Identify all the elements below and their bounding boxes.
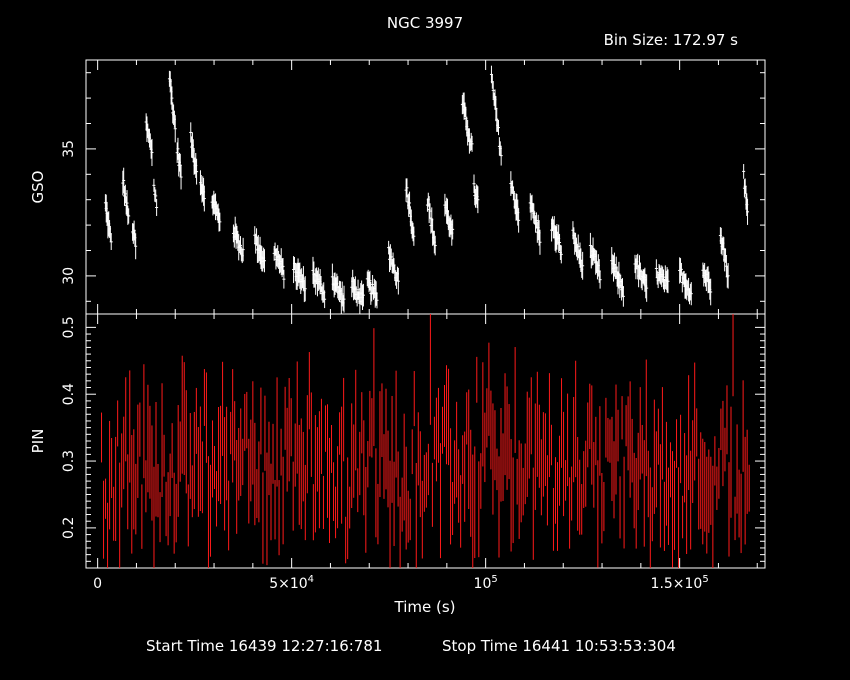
gso-tick-label: 35 [61, 140, 77, 158]
pin-tick-label: 0.2 [61, 517, 77, 539]
pin-tick-label: 0.4 [61, 383, 77, 405]
gso-tick-label: 30 [61, 267, 77, 285]
gso-series [103, 65, 750, 314]
time-tick-label: 1.5×105 [651, 574, 709, 592]
pin-tick-label: 0.5 [61, 316, 77, 338]
bin-size-label: Bin Size: 172.97 s [604, 31, 739, 49]
time-tick-label: 5×104 [269, 574, 314, 592]
pin-axis-label: PIN [29, 429, 47, 454]
stop-time-label: Stop Time 16441 10:53:53:304 [442, 637, 676, 655]
chart-title: NGC 3997 [387, 14, 463, 32]
time-axis-label: Time (s) [394, 598, 456, 616]
time-tick-label: 0 [93, 576, 102, 592]
pin-series [101, 314, 750, 568]
start-time-label: Start Time 16439 12:27:16:781 [146, 637, 382, 655]
time-tick-label: 105 [474, 574, 498, 592]
pin-tick-label: 0.3 [61, 450, 77, 472]
gso-axis-label: GSO [29, 171, 47, 204]
axis-ticks: 30 35 0.2 0.3 0.4 0.5 0 5×104 105 1.5×105 [61, 60, 765, 592]
